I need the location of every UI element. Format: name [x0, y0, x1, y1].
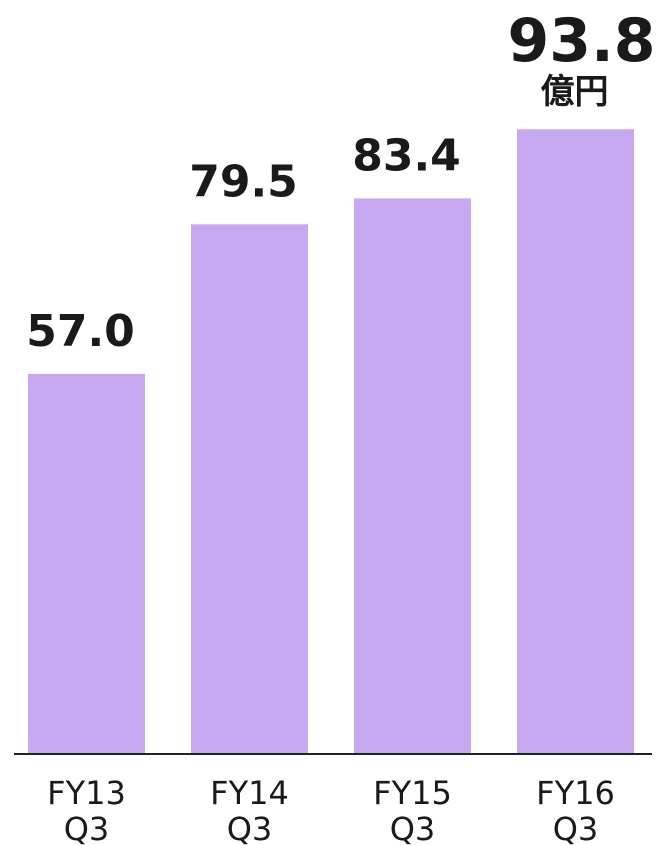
x-tick-label: FY14 [210, 774, 289, 812]
x-tick-label: Q3 [553, 810, 599, 845]
data-label-fy16: 93.8 [507, 6, 655, 76]
bar-fy16 [517, 129, 634, 754]
bar-fy13 [28, 373, 145, 753]
x-tick-label: Q3 [390, 810, 436, 845]
x-tick-label: FY13 [47, 774, 126, 812]
bar-fy15 [354, 198, 471, 753]
labels-layer: 57.0FY13Q379.5FY14Q383.4FY15Q393.8億円FY16… [26, 6, 655, 845]
data-label-fy14: 79.5 [189, 156, 298, 207]
x-tick-label: FY15 [373, 774, 452, 812]
data-label-fy13: 57.0 [26, 306, 135, 357]
unit-label: 億円 [541, 72, 609, 112]
bar-fy14 [191, 224, 308, 753]
bars-layer [28, 129, 634, 754]
x-tick-label: Q3 [64, 810, 110, 845]
x-tick-label: FY16 [536, 774, 615, 812]
data-label-fy15: 83.4 [352, 130, 461, 181]
x-tick-label: Q3 [227, 810, 273, 845]
